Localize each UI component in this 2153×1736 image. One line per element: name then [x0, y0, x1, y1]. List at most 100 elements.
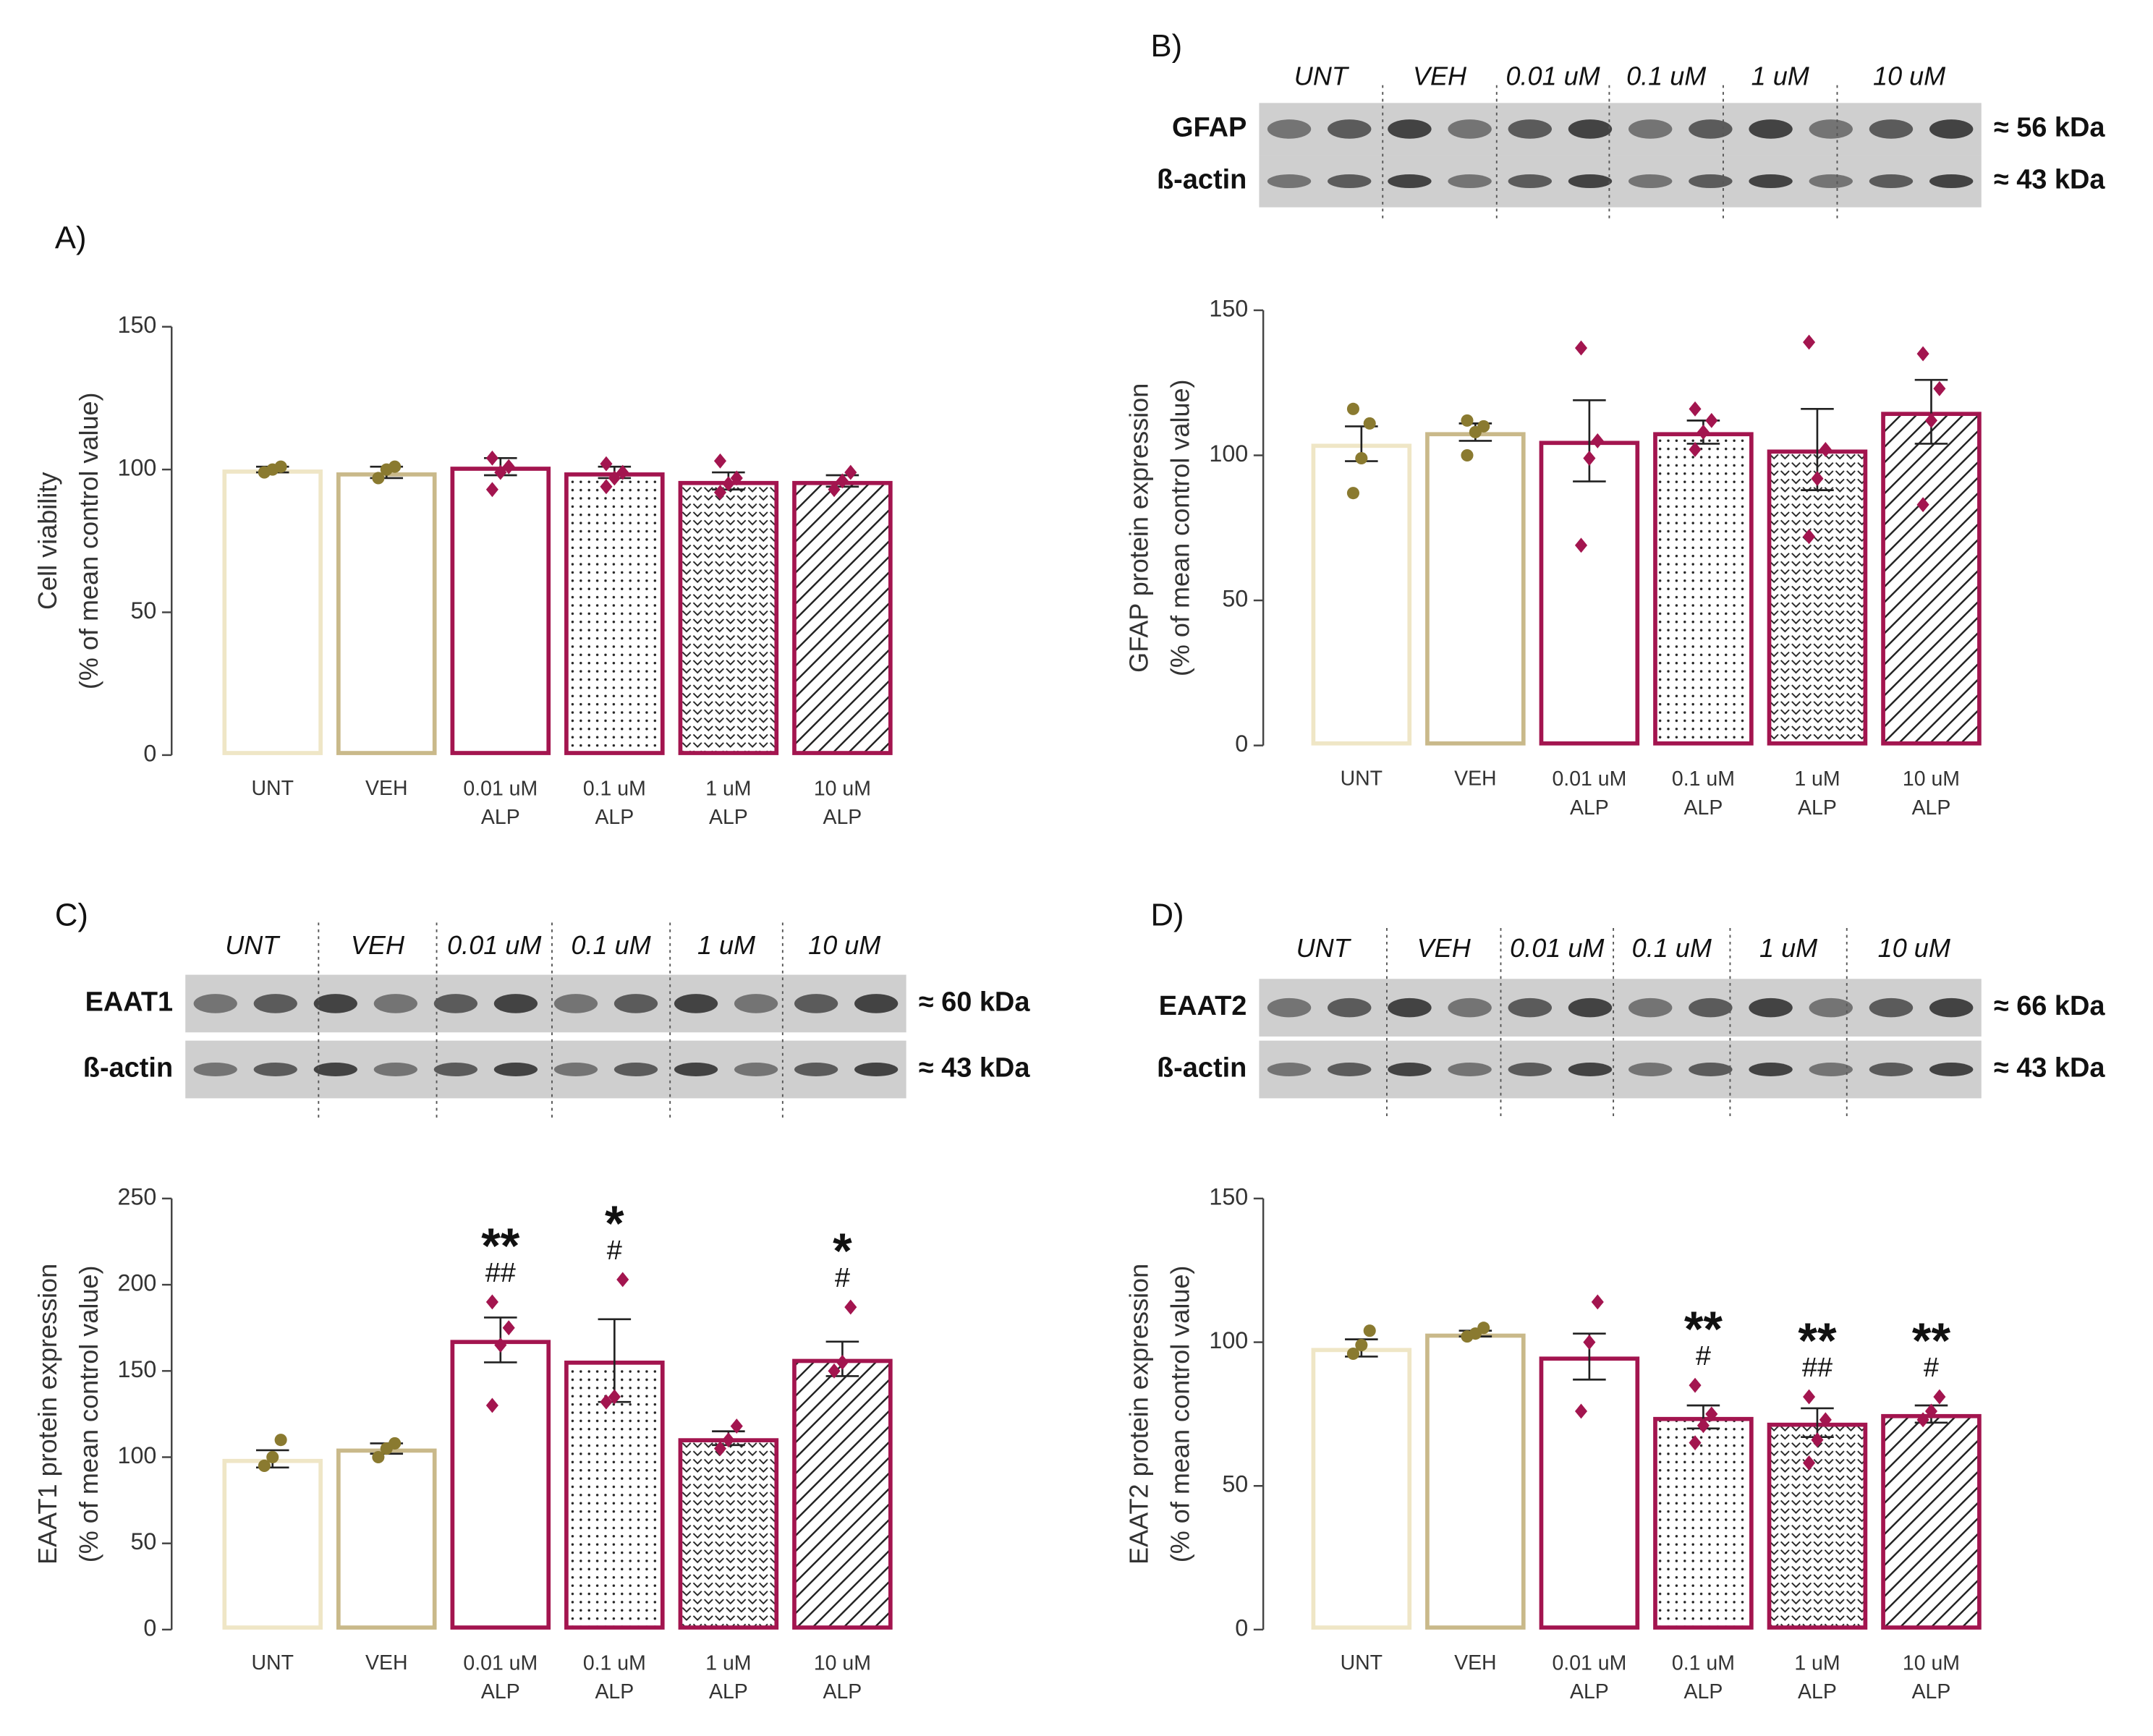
blot-band — [1267, 174, 1312, 189]
blot-band — [253, 1063, 297, 1077]
data-point — [844, 1299, 857, 1315]
bar — [678, 1438, 779, 1630]
significance-hash: # — [1924, 1353, 1939, 1383]
data-point — [1811, 1432, 1824, 1448]
y-tick-label: 100 — [118, 1442, 157, 1468]
data-point — [722, 1432, 735, 1448]
panel-label: C) — [55, 897, 88, 932]
data-point — [1574, 340, 1588, 356]
blot-band — [734, 994, 778, 1013]
blot-band — [674, 994, 718, 1013]
x-tick-label: 1 uM ALP — [705, 777, 751, 829]
blot-band — [1568, 1063, 1613, 1077]
y-axis-label: EAAT1 protein expression — [33, 1264, 62, 1565]
significance-hash: ## — [485, 1258, 516, 1288]
x-tick-label: 0.1 uM ALP — [1672, 767, 1735, 820]
x-tick-label: 10 uM ALP — [1903, 767, 1960, 820]
bar — [222, 1458, 323, 1630]
data-point — [1803, 334, 1816, 350]
x-tick-label: 0.1 uM ALP — [1672, 1651, 1735, 1703]
blot-band — [553, 1063, 598, 1077]
blot-band — [1448, 1063, 1492, 1077]
lane-label: VEH — [1417, 933, 1472, 963]
y-axis-label: (% of mean control value) — [74, 392, 103, 689]
bar — [1539, 441, 1640, 746]
blot-band — [1749, 119, 1793, 139]
x-tick-label: UNT — [1341, 1651, 1383, 1675]
data-point — [1803, 1455, 1816, 1471]
y-tick-label: 50 — [130, 1528, 156, 1554]
blot-band — [613, 1063, 658, 1077]
blot-band — [1568, 174, 1613, 189]
data-point — [1583, 1335, 1596, 1350]
blot-band — [1809, 997, 1853, 1018]
blot-band — [1448, 119, 1492, 139]
y-tick-label: 250 — [118, 1183, 157, 1209]
x-tick-label: 1 uM ALP — [705, 1651, 751, 1703]
blot-band — [493, 1063, 538, 1077]
y-tick-label: 150 — [1209, 295, 1248, 321]
panel-label: D) — [1150, 897, 1184, 932]
bar — [792, 480, 893, 755]
blot-band — [1689, 997, 1733, 1018]
data-point — [1461, 414, 1474, 427]
data-point — [1697, 424, 1710, 440]
data-point — [485, 1397, 498, 1413]
data-point — [388, 460, 402, 473]
blot-band — [1328, 119, 1372, 139]
blot-band — [1749, 1063, 1793, 1077]
blot-band — [1809, 1063, 1853, 1077]
blot-band — [1508, 174, 1553, 189]
panel-label: A) — [55, 221, 87, 256]
blot-band — [1267, 119, 1312, 139]
data-point — [1591, 1294, 1604, 1310]
blot-band — [1568, 119, 1613, 139]
blot-band — [1388, 174, 1432, 189]
blot-band — [1929, 119, 1974, 139]
significance-hash: # — [1696, 1341, 1711, 1371]
blot-band — [1929, 997, 1974, 1018]
data-point — [1355, 1339, 1368, 1352]
x-tick-label: 0.01 uM ALP — [1552, 1651, 1626, 1703]
data-point — [828, 1363, 841, 1379]
data-point — [1363, 1324, 1376, 1337]
lane-label: UNT — [1294, 61, 1350, 91]
blot-band — [1809, 119, 1853, 139]
data-point — [600, 456, 613, 472]
blot-band — [1869, 119, 1914, 139]
data-point — [1933, 380, 1946, 396]
bar — [1653, 432, 1754, 746]
lane-label: VEH — [1413, 61, 1467, 91]
lane-label: 1 uM — [697, 930, 756, 960]
x-tick-label: VEH — [365, 777, 408, 800]
blot-band — [1628, 174, 1673, 189]
data-point — [1697, 1418, 1710, 1434]
x-tick-label: 0.1 uM ALP — [583, 777, 646, 829]
bar — [1767, 449, 1868, 746]
blot-band — [1388, 1063, 1432, 1077]
blot-band — [373, 1063, 417, 1077]
x-tick-label: 0.01 uM ALP — [463, 777, 538, 829]
bar — [450, 467, 551, 755]
data-point — [1933, 1389, 1946, 1405]
blot-band — [734, 1063, 778, 1077]
molecular-weight: ≈ 60 kDa — [919, 987, 1031, 1017]
y-tick-label: 0 — [1235, 731, 1248, 757]
blot-strip — [185, 974, 906, 1033]
blot-band — [1388, 119, 1432, 139]
y-axis-label: (% of mean control value) — [74, 1266, 103, 1563]
blot-band — [193, 1063, 237, 1077]
data-point — [722, 476, 735, 492]
y-tick-label: 0 — [1235, 1614, 1248, 1641]
data-point — [1916, 346, 1929, 362]
blot-strip — [1259, 155, 1982, 208]
blot-band — [1267, 997, 1312, 1018]
y-tick-label: 100 — [1209, 441, 1248, 467]
data-point — [616, 464, 629, 480]
blot-band — [854, 1063, 899, 1077]
x-tick-label: VEH — [1454, 767, 1497, 791]
bar — [450, 1340, 551, 1630]
significance-hash: ## — [1802, 1353, 1833, 1383]
y-tick-label: 0 — [143, 1614, 156, 1641]
